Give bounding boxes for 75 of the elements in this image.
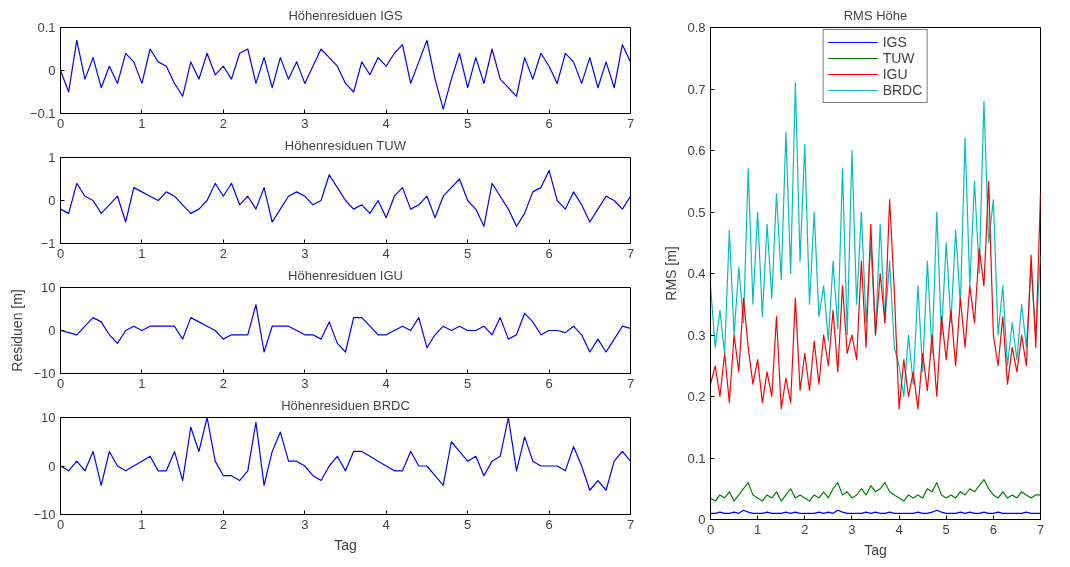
line-series [60,304,631,353]
line-series [60,417,631,491]
y-tick-label: 0.7 [687,81,706,97]
y-tick-label: −0.1 [29,106,56,121]
y-axis-title: RMS [m] [663,246,680,301]
x-tick-label: 6 [989,521,997,537]
x-tick-label: 1 [754,521,762,537]
x-tick-label: 6 [545,245,553,261]
line-series [710,180,1041,410]
x-tick-label: 2 [219,516,227,532]
y-tick-label: 0.4 [687,266,706,281]
x-tick-label: 5 [464,115,472,131]
y-tick-label: 0.1 [37,20,56,35]
line-series [60,169,631,227]
x-tick-label: 7 [1036,521,1045,537]
x-tick-label: 7 [626,375,635,391]
x-tick-label: 5 [464,245,472,261]
x-tick-label: 4 [382,516,390,532]
line-series [710,82,1041,398]
legend-label: BRDC [882,82,923,98]
y-tick-label: −1 [40,236,56,251]
x-tick-label: 1 [138,516,146,532]
x-tick-label: 4 [382,245,390,261]
x-tick-label: 1 [138,375,146,391]
y-tick-label: 0.3 [687,327,706,343]
y-tick-label: 10 [41,410,56,425]
x-tick-label: 2 [801,521,809,537]
x-tick-label: 5 [464,516,472,532]
y-tick-label: 0 [48,63,56,78]
legend-label: IGS [882,34,907,50]
legend-label: IGU [882,66,908,82]
y-tick-label: 0 [48,458,56,474]
y-tick-label: 10 [41,280,56,295]
x-tick-label: 6 [545,375,553,391]
y-tick-label: −10 [33,507,56,522]
y-tick-label: 1 [48,150,56,165]
x-tick-label: 3 [301,516,309,532]
x-tick-label: 4 [382,115,390,131]
x-tick-label: 6 [545,115,553,131]
y-tick-label: 0.2 [687,389,706,404]
y-tick-label: 0.8 [687,20,706,35]
chart-title: RMS Höhe [843,7,908,23]
x-tick-label: 4 [382,375,390,391]
x-tick-label: 2 [219,245,227,261]
chart-title: Höhenresiduen IGS [288,7,403,23]
x-tick-label: 7 [626,245,635,261]
x-tick-label: 1 [138,245,146,261]
y-tick-label: 0.5 [687,204,706,220]
x-tick-label: 6 [545,516,553,532]
x-tick-label: 3 [301,245,309,261]
x-axis-title: Tag [334,536,357,553]
line-series [710,478,1041,502]
x-tick-label: 3 [301,115,309,131]
y-axis-title: Residuen [m] [9,289,26,372]
y-tick-label: −10 [33,366,56,381]
x-tick-label: 2 [219,115,227,131]
chart-title: Höhenresiduen BRDC [281,397,410,413]
chart-title: Höhenresiduen IGU [288,267,403,283]
x-tick-label: 2 [219,375,227,391]
chart-title: Höhenresiduen TUW [284,137,407,153]
x-tick-label: 7 [626,516,635,532]
x-tick-label: 5 [942,521,950,537]
legend-label: TUW [882,50,915,66]
x-axis-title: Tag [864,541,887,558]
y-tick-label: 0.1 [687,450,706,466]
y-tick-label: 0 [48,323,56,338]
x-tick-label: 7 [626,115,635,131]
y-tick-label: 0 [48,193,56,208]
x-tick-label: 1 [138,115,146,131]
x-tick-label: 5 [464,375,472,391]
y-tick-label: 0.6 [687,143,706,158]
x-tick-label: 3 [301,375,309,391]
x-tick-label: 3 [848,521,856,537]
x-tick-label: 4 [895,521,903,537]
line-series [60,39,631,110]
